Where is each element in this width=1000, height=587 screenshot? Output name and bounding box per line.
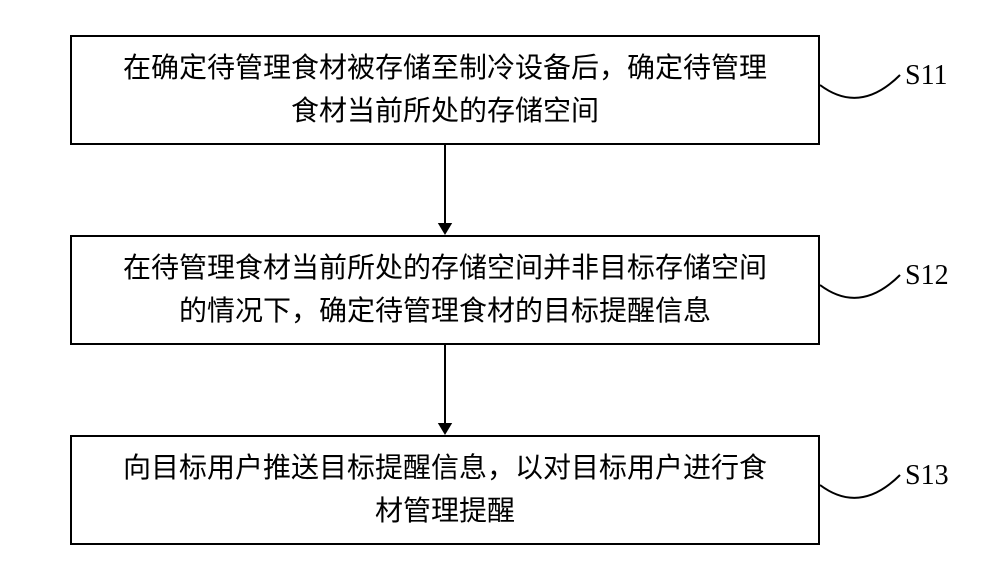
label-connector-1 (818, 73, 902, 117)
flowchart-container: 在确定待管理食材被存储至制冷设备后，确定待管理 食材当前所处的存储空间 S11 在待… (0, 0, 1000, 587)
flow-node-n3: 向目标用户推送目标提醒信息，以对目标用户进行食 材管理提醒 (70, 435, 820, 545)
label-connector-2 (818, 273, 902, 317)
flow-edge-n1-n2 (431, 145, 459, 235)
flow-label-s11: S11 (905, 60, 948, 92)
flow-node-n1: 在确定待管理食材被存储至制冷设备后，确定待管理 食材当前所处的存储空间 (70, 35, 820, 145)
flow-node-text: 在待管理食材当前所处的存储空间并非目标存储空间 的情况下，确定待管理食材的目标提… (123, 247, 767, 334)
label-connector-3 (818, 473, 902, 517)
flow-label-s12: S12 (905, 260, 949, 292)
flow-node-n2: 在待管理食材当前所处的存储空间并非目标存储空间 的情况下，确定待管理食材的目标提… (70, 235, 820, 345)
flow-label-s13: S13 (905, 460, 949, 492)
flow-edge-n2-n3 (431, 345, 459, 435)
flow-node-text: 向目标用户推送目标提醒信息，以对目标用户进行食 材管理提醒 (123, 447, 767, 534)
flow-node-text: 在确定待管理食材被存储至制冷设备后，确定待管理 食材当前所处的存储空间 (123, 47, 767, 134)
